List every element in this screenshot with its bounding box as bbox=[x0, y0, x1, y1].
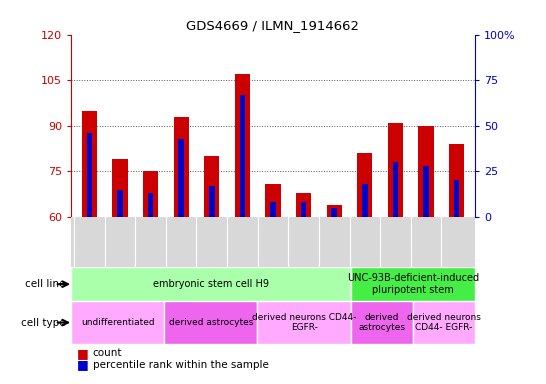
Text: cell line: cell line bbox=[25, 279, 66, 289]
Bar bbox=[148, 193, 153, 217]
Bar bbox=[449, 144, 464, 217]
Bar bbox=[204, 156, 219, 217]
Bar bbox=[82, 111, 97, 217]
Text: UNC-93B-deficient-induced
pluripotent stem: UNC-93B-deficient-induced pluripotent st… bbox=[347, 273, 479, 295]
Bar bbox=[351, 267, 475, 301]
Bar bbox=[362, 184, 367, 217]
Text: count: count bbox=[93, 348, 122, 358]
Bar bbox=[209, 186, 215, 217]
Bar bbox=[143, 171, 158, 217]
Bar bbox=[117, 190, 123, 217]
Bar bbox=[71, 267, 351, 301]
Bar bbox=[71, 301, 164, 344]
Text: derived neurons
CD44- EGFR-: derived neurons CD44- EGFR- bbox=[407, 313, 481, 332]
Bar bbox=[87, 133, 92, 217]
Text: derived astrocytes: derived astrocytes bbox=[169, 318, 253, 327]
Bar bbox=[235, 74, 250, 217]
Bar bbox=[331, 208, 337, 217]
Bar bbox=[301, 202, 306, 217]
Bar bbox=[357, 153, 372, 217]
Bar bbox=[388, 123, 403, 217]
Text: derived
astrocytes: derived astrocytes bbox=[358, 313, 405, 332]
Bar bbox=[418, 126, 434, 217]
Bar bbox=[327, 205, 342, 217]
Text: undifferentiated: undifferentiated bbox=[81, 318, 155, 327]
Bar bbox=[270, 202, 276, 217]
Bar bbox=[258, 301, 351, 344]
Bar bbox=[351, 301, 413, 344]
Text: cell type: cell type bbox=[21, 318, 66, 328]
Bar bbox=[296, 193, 311, 217]
Title: GDS4669 / ILMN_1914662: GDS4669 / ILMN_1914662 bbox=[187, 19, 359, 32]
Bar bbox=[179, 139, 184, 217]
Bar bbox=[423, 166, 429, 217]
Text: derived neurons CD44-
EGFR-: derived neurons CD44- EGFR- bbox=[252, 313, 357, 332]
Bar bbox=[393, 162, 398, 217]
Bar bbox=[174, 117, 189, 217]
Bar bbox=[112, 159, 128, 217]
Bar bbox=[164, 301, 258, 344]
Text: ■: ■ bbox=[76, 347, 88, 360]
Bar bbox=[413, 301, 475, 344]
Text: percentile rank within the sample: percentile rank within the sample bbox=[93, 360, 269, 370]
Bar bbox=[265, 184, 281, 217]
Bar bbox=[240, 95, 245, 217]
Bar bbox=[454, 180, 459, 217]
Text: embryonic stem cell H9: embryonic stem cell H9 bbox=[153, 279, 269, 289]
Text: ■: ■ bbox=[76, 358, 88, 371]
